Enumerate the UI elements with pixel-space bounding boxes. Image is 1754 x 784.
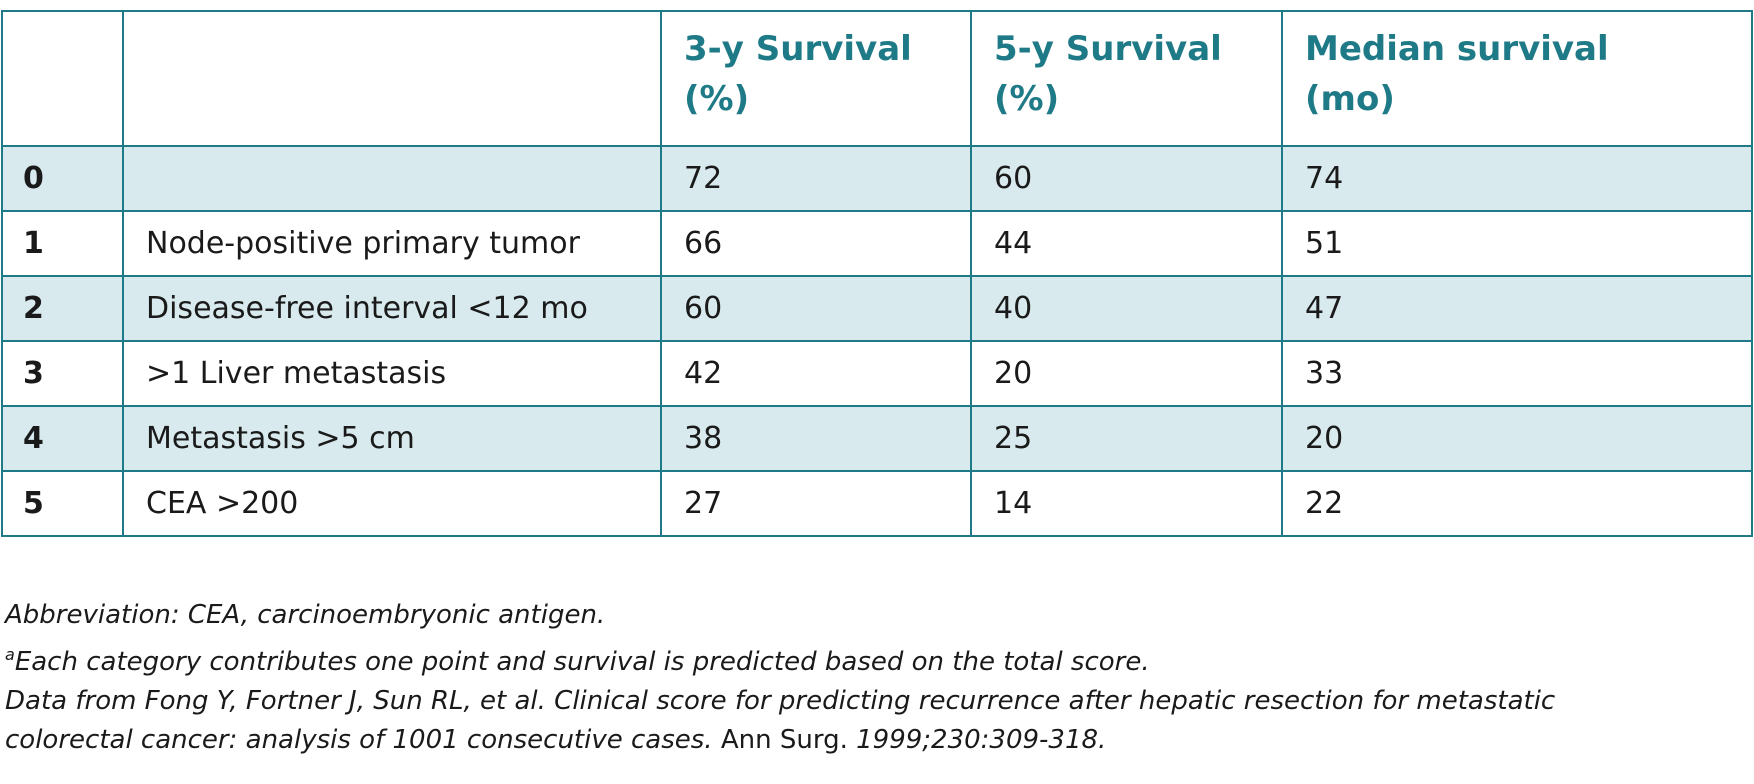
median-survival-cell: 33 xyxy=(1281,340,1753,407)
header-median-line1: Median survival xyxy=(1305,29,1609,69)
score-cell: 3 xyxy=(1,340,124,407)
header-cell-score xyxy=(1,10,124,147)
survival-5y-cell: 14 xyxy=(970,470,1283,537)
footnote-a-marker: a xyxy=(5,645,15,664)
header-cell-5y-survival: 5-y Survival (%) xyxy=(970,10,1283,147)
table-footnotes: Abbreviation: CEA, carcinoembryonic anti… xyxy=(5,596,1745,760)
survival-score-table: 3-y Survival (%) 5-y Survival (%) Median… xyxy=(1,10,1753,537)
score-cell: 4 xyxy=(1,405,124,472)
table-header-row: 3-y Survival (%) 5-y Survival (%) Median… xyxy=(1,10,1753,147)
header-5y-line2: (%) xyxy=(994,79,1060,119)
survival-5y-cell: 25 xyxy=(970,405,1283,472)
factor-cell: Metastasis >5 cm xyxy=(122,405,662,472)
median-survival-cell: 22 xyxy=(1281,470,1753,537)
header-cell-median-survival: Median survival (mo) xyxy=(1281,10,1753,147)
header-3y-line2: (%) xyxy=(684,79,750,119)
table-row: 2 Disease-free interval <12 mo 60 40 47 xyxy=(1,275,1753,342)
source-citation-journal: Ann Surg. xyxy=(712,725,857,755)
table-row: 3 >1 Liver metastasis 42 20 33 xyxy=(1,340,1753,407)
survival-3y-cell: 72 xyxy=(660,145,972,212)
table-row: 0 72 60 74 xyxy=(1,145,1753,212)
score-cell: 1 xyxy=(1,210,124,277)
median-survival-cell: 74 xyxy=(1281,145,1753,212)
table-row: 1 Node-positive primary tumor 66 44 51 xyxy=(1,210,1753,277)
header-cell-3y-survival: 3-y Survival (%) xyxy=(660,10,972,147)
survival-5y-cell: 40 xyxy=(970,275,1283,342)
survival-3y-cell: 38 xyxy=(660,405,972,472)
header-3y-line1: 3-y Survival xyxy=(684,29,912,69)
factor-cell: >1 Liver metastasis xyxy=(122,340,662,407)
table-row: 4 Metastasis >5 cm 38 25 20 xyxy=(1,405,1753,472)
survival-3y-cell: 27 xyxy=(660,470,972,537)
survival-5y-cell: 20 xyxy=(970,340,1283,407)
table-row: 5 CEA >200 27 14 22 xyxy=(1,470,1753,537)
score-cell: 2 xyxy=(1,275,124,342)
survival-5y-cell: 44 xyxy=(970,210,1283,277)
header-cell-factor xyxy=(122,10,662,147)
median-survival-cell: 20 xyxy=(1281,405,1753,472)
score-cell: 5 xyxy=(1,470,124,537)
factor-cell xyxy=(122,145,662,212)
survival-3y-cell: 66 xyxy=(660,210,972,277)
factor-cell: Node-positive primary tumor xyxy=(122,210,662,277)
footnote-a-text: Each category contributes one point and … xyxy=(14,647,1150,677)
header-5y-line1: 5-y Survival xyxy=(994,29,1222,69)
median-survival-cell: 47 xyxy=(1281,275,1753,342)
header-median-line2: (mo) xyxy=(1305,79,1395,119)
median-survival-cell: 51 xyxy=(1281,210,1753,277)
abbreviation-note: Abbreviation: CEA, carcinoembryonic anti… xyxy=(5,600,606,630)
source-citation-line1: Data from Fong Y, Fortner J, Sun RL, et … xyxy=(5,686,1556,716)
score-cell: 0 xyxy=(1,145,124,212)
source-citation-line2: colorectal cancer: analysis of 1001 cons… xyxy=(5,721,1745,760)
survival-3y-cell: 60 xyxy=(660,275,972,342)
survival-5y-cell: 60 xyxy=(970,145,1283,212)
source-citation-volume: 1999;230:309-318. xyxy=(856,725,1107,755)
source-citation-title: colorectal cancer: analysis of 1001 cons… xyxy=(5,725,713,755)
factor-cell: Disease-free interval <12 mo xyxy=(122,275,662,342)
survival-3y-cell: 42 xyxy=(660,340,972,407)
footnote-a: aEach category contributes one point and… xyxy=(5,635,1745,682)
factor-cell: CEA >200 xyxy=(122,470,662,537)
